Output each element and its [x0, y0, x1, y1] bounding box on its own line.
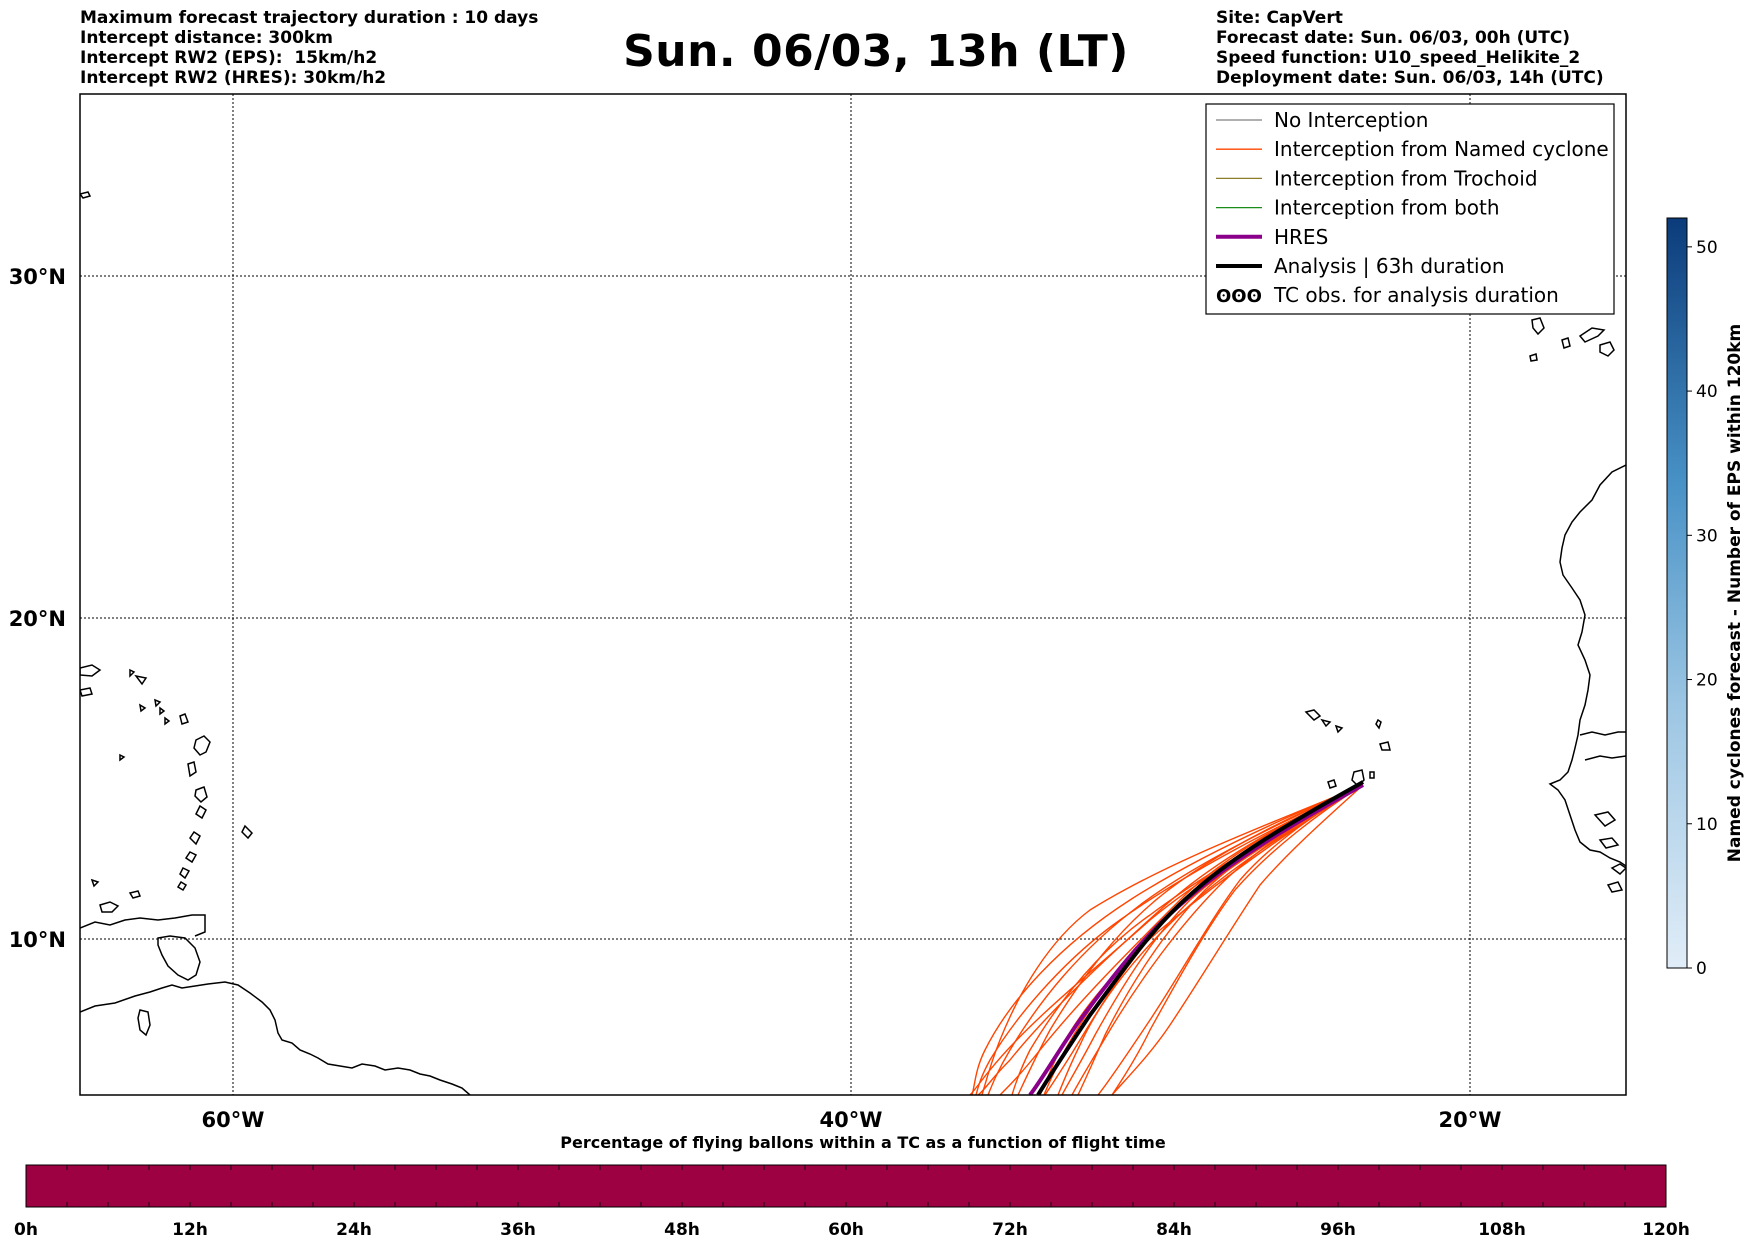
time-bar-tick-label: 24h — [336, 1220, 372, 1240]
lat-tick-label: 10°N — [9, 928, 66, 952]
coast-south-america — [80, 981, 471, 1095]
analysis-trajectory — [1036, 780, 1364, 1095]
info-left: Maximum forecast trajectory duration : 1… — [80, 8, 538, 88]
time-bar-tick-label: 96h — [1320, 1220, 1356, 1240]
legend-item: HRES — [1216, 225, 1328, 249]
info-right: Site: CapVert Forecast date: Sun. 06/03,… — [1216, 8, 1604, 88]
time-bar-tick-label: 72h — [992, 1220, 1028, 1240]
info-line: Intercept RW2 (HRES): 30km/h2 — [80, 68, 387, 88]
coastlines — [80, 191, 1626, 1095]
legend-item: ʘʘʘ TC obs. for analysis duration — [1216, 283, 1559, 307]
legend-label: Interception from both — [1274, 196, 1500, 220]
legend-item: Analysis | 63h duration — [1216, 254, 1505, 278]
info-line: Site: CapVert — [1216, 8, 1343, 28]
time-bar-tick-label: 12h — [172, 1220, 208, 1240]
colorbar-tick-label: 20 — [1696, 671, 1718, 691]
coast-lesser-antilles — [193, 735, 211, 756]
legend-item: Interception from Named cyclone — [1216, 137, 1609, 161]
coast-trinidad — [157, 935, 201, 981]
lat-tick-label: 30°N — [9, 265, 66, 289]
colorbar-label: Named cyclones forecast - Number of EPS … — [1725, 324, 1745, 863]
time-bar-title: Percentage of flying ballons within a TC… — [560, 1133, 1166, 1152]
coast-canary-islands — [1531, 317, 1545, 336]
legend-item: Interception from Trochoid — [1216, 166, 1538, 190]
legend-label: TC obs. for analysis duration — [1273, 283, 1559, 307]
time-bar-tick-label: 36h — [500, 1220, 536, 1240]
legend-box — [1205, 103, 1615, 315]
lon-tick-label: 60°W — [202, 1108, 265, 1132]
time-bar-tick-label: 120h — [1642, 1220, 1690, 1240]
coast-africa — [1548, 464, 1626, 867]
legend-label: Analysis | 63h duration — [1274, 254, 1505, 278]
colorbar-tick-label: 10 — [1696, 815, 1718, 835]
coast-venezuela-bay — [80, 914, 206, 937]
info-line: Speed function: U10_speed_Helikite_2 — [1216, 48, 1581, 68]
latitude-ticks: 30°N 20°N 10°N — [9, 265, 66, 952]
time-bar-tick-label: 60h — [828, 1220, 864, 1240]
map-gridlines — [80, 94, 1626, 1095]
page-title: Sun. 06/03, 13h (LT) — [623, 26, 1129, 77]
time-bar-fill — [25, 1164, 1667, 1208]
legend-item: Interception from both — [1216, 196, 1500, 220]
legend-label: No Interception — [1274, 108, 1428, 132]
lat-tick-label: 20°N — [9, 607, 66, 631]
coast-cape-verde — [1304, 709, 1322, 721]
lon-tick-label: 40°W — [820, 1108, 883, 1132]
colorbar-tick-label: 0 — [1696, 959, 1707, 979]
legend-label: Interception from Named cyclone — [1274, 137, 1609, 161]
legend-item: No Interception — [1216, 108, 1428, 132]
info-line: Intercept distance: 300km — [80, 28, 333, 48]
info-line: Intercept RW2 (EPS): 15km/h2 — [80, 48, 378, 68]
time-bar-tick-label: 108h — [1478, 1220, 1526, 1240]
time-bar-tick-label: 48h — [664, 1220, 700, 1240]
colorbar-tick-label: 40 — [1696, 382, 1718, 402]
lon-tick-label: 20°W — [1439, 1108, 1502, 1132]
map-frame — [79, 93, 1627, 1096]
info-line: Forecast date: Sun. 06/03, 00h (UTC) — [1216, 28, 1571, 48]
tc-obs-symbol-icon: ʘʘʘ — [1216, 286, 1262, 307]
info-line: Deployment date: Sun. 06/03, 14h (UTC) — [1216, 68, 1604, 88]
map-legend: No Interception Interception from Named c… — [1205, 103, 1615, 315]
time-bar: Percentage of flying ballons within a TC… — [14, 1133, 1690, 1240]
colorbar-tick-label: 50 — [1696, 238, 1718, 258]
time-bar-tick-label: 0h — [14, 1220, 38, 1240]
longitude-ticks: 60°W 40°W 20°W — [202, 1108, 1502, 1132]
info-line: Maximum forecast trajectory duration : 1… — [80, 8, 539, 28]
cyclone-colorbar: 0 10 20 30 40 50 Named cyclones forecast - Nu… — [1666, 217, 1745, 979]
colorbar-tick-label: 30 — [1696, 526, 1718, 546]
trajectories — [969, 780, 1364, 1095]
legend-label: HRES — [1274, 225, 1328, 249]
colorbar-gradient — [1666, 217, 1688, 969]
legend-label: Interception from Trochoid — [1274, 166, 1538, 190]
time-bar-tick-label: 84h — [1156, 1220, 1192, 1240]
